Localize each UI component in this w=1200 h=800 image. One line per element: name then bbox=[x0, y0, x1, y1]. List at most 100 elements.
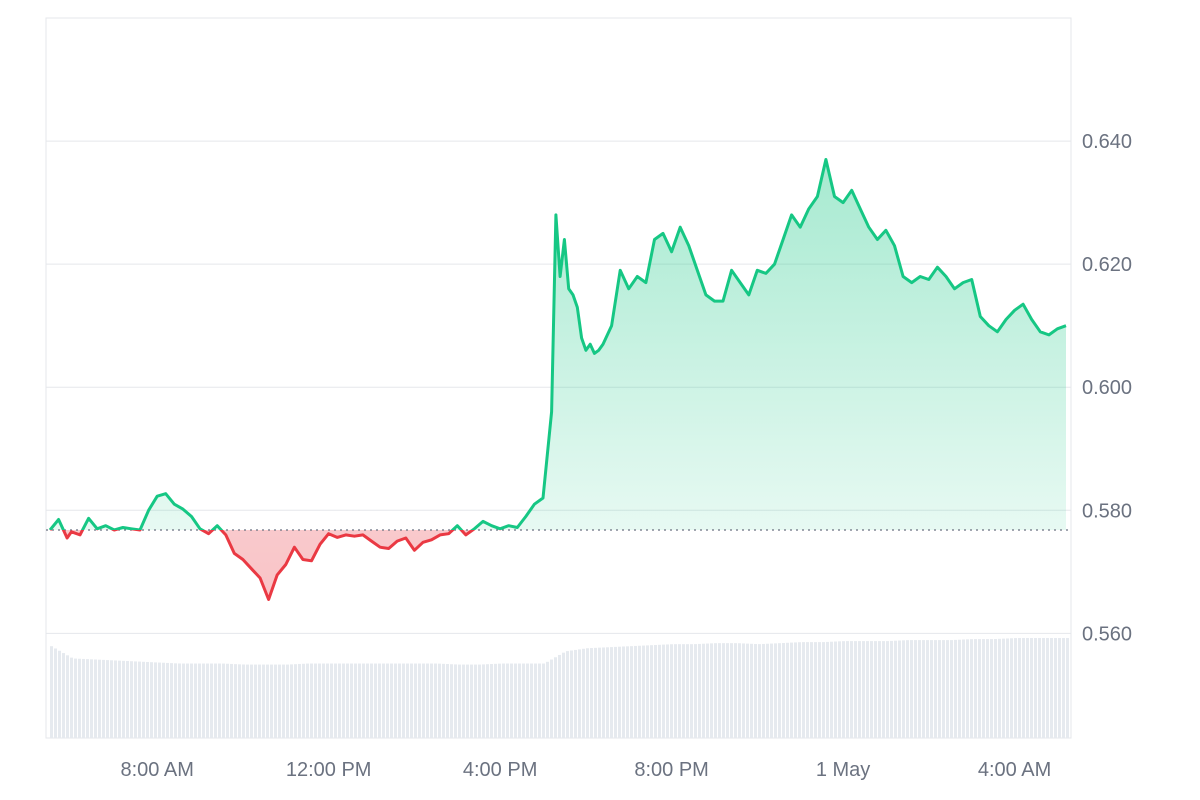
y-tick-label: 0.640 bbox=[1082, 131, 1132, 153]
volume-bar bbox=[682, 644, 685, 738]
volume-bar bbox=[634, 645, 637, 738]
volume-bar bbox=[874, 641, 877, 738]
volume-bar bbox=[782, 642, 785, 738]
volume-bar bbox=[202, 663, 205, 738]
volume-bar bbox=[966, 639, 969, 738]
volume-bar bbox=[770, 643, 773, 738]
volume-bar bbox=[1022, 638, 1025, 738]
volume-bar bbox=[778, 643, 781, 738]
volume-bar bbox=[326, 663, 329, 738]
volume-bar bbox=[946, 640, 949, 738]
volume-bar bbox=[66, 655, 69, 738]
volume-bar bbox=[314, 663, 317, 738]
volume-bar bbox=[510, 663, 513, 738]
volume-bar bbox=[858, 641, 861, 738]
volume-bar bbox=[294, 664, 297, 738]
volume-bar bbox=[766, 643, 769, 738]
volume-bar bbox=[590, 648, 593, 738]
y-axis: 0.560 0.580 0.600 0.620 0.640 bbox=[1082, 131, 1132, 645]
volume-bar bbox=[586, 648, 589, 738]
volume-bar bbox=[354, 663, 357, 738]
volume-bar bbox=[1042, 638, 1045, 738]
volume-bar bbox=[490, 664, 493, 738]
x-tick-label: 1 May bbox=[816, 759, 870, 781]
volume-bar bbox=[982, 639, 985, 738]
volume-bar bbox=[346, 663, 349, 738]
volume-bar bbox=[950, 640, 953, 738]
volume-bar bbox=[74, 658, 77, 738]
volume-bar bbox=[410, 663, 413, 738]
volume-bar bbox=[442, 663, 445, 738]
volume-bar bbox=[614, 646, 617, 738]
volume-bar bbox=[654, 644, 657, 738]
volume-bar bbox=[194, 663, 197, 738]
volume-bar bbox=[1062, 638, 1065, 738]
volume-bar bbox=[974, 639, 977, 738]
volume-bar bbox=[494, 663, 497, 738]
volume-bar bbox=[246, 664, 249, 738]
volume-bar bbox=[690, 644, 693, 738]
y-tick-label: 0.600 bbox=[1082, 377, 1132, 399]
volume-bar bbox=[1030, 638, 1033, 738]
volume-bar bbox=[554, 657, 557, 738]
volume-bar bbox=[622, 646, 625, 738]
volume-bar bbox=[774, 643, 777, 738]
volume-bar bbox=[1046, 638, 1049, 738]
volume-bar bbox=[526, 663, 529, 738]
volume-bar bbox=[438, 663, 441, 738]
volume-bar bbox=[786, 642, 789, 738]
volume-bar bbox=[362, 663, 365, 738]
volume-bar bbox=[286, 664, 289, 738]
volume-bar bbox=[714, 643, 717, 738]
volume-bar bbox=[138, 661, 141, 738]
volume-bar bbox=[254, 664, 257, 738]
y-tick-label: 0.560 bbox=[1082, 623, 1132, 645]
volume-bar bbox=[870, 641, 873, 738]
volume-bar bbox=[414, 663, 417, 738]
volume-bar bbox=[90, 659, 93, 738]
volume-bar bbox=[318, 663, 321, 738]
volume-bar bbox=[338, 663, 341, 738]
volume-bar bbox=[914, 640, 917, 738]
volume-bar bbox=[954, 639, 957, 738]
volume-bar bbox=[738, 643, 741, 738]
volume-bar bbox=[558, 654, 561, 738]
volume-bar bbox=[1002, 638, 1005, 738]
volume-bar bbox=[158, 662, 161, 738]
volume-bar bbox=[674, 644, 677, 738]
volume-bar bbox=[814, 642, 817, 738]
volume-bar bbox=[366, 663, 369, 738]
volume-bar bbox=[122, 660, 125, 738]
volume-bar bbox=[718, 643, 721, 738]
volume-bar bbox=[750, 643, 753, 738]
volume-bar bbox=[522, 663, 525, 738]
volume-bar bbox=[842, 641, 845, 738]
volume-bar bbox=[142, 661, 145, 738]
volume-bar bbox=[342, 663, 345, 738]
volume-bar bbox=[930, 640, 933, 738]
volume-bar bbox=[902, 640, 905, 738]
volume-bar bbox=[978, 639, 981, 738]
volume-bar bbox=[214, 663, 217, 738]
volume-bar bbox=[402, 663, 405, 738]
volume-bar bbox=[186, 663, 189, 738]
volume-bar bbox=[462, 664, 465, 738]
volume-bar bbox=[374, 663, 377, 738]
area-below-baseline bbox=[50, 530, 1066, 600]
volume-bars bbox=[50, 638, 1069, 738]
volume-bar bbox=[882, 641, 885, 738]
volume-bar bbox=[694, 644, 697, 738]
volume-bar bbox=[830, 641, 833, 738]
volume-bar bbox=[822, 642, 825, 738]
volume-bar bbox=[518, 663, 521, 738]
volume-bar bbox=[474, 664, 477, 738]
volume-bar bbox=[302, 663, 305, 738]
volume-bar bbox=[578, 649, 581, 738]
volume-bar bbox=[206, 663, 209, 738]
volume-bar bbox=[606, 647, 609, 738]
volume-bar bbox=[502, 663, 505, 738]
volume-bar bbox=[1038, 638, 1041, 738]
volume-bar bbox=[626, 646, 629, 738]
area-above-baseline bbox=[50, 159, 1066, 530]
